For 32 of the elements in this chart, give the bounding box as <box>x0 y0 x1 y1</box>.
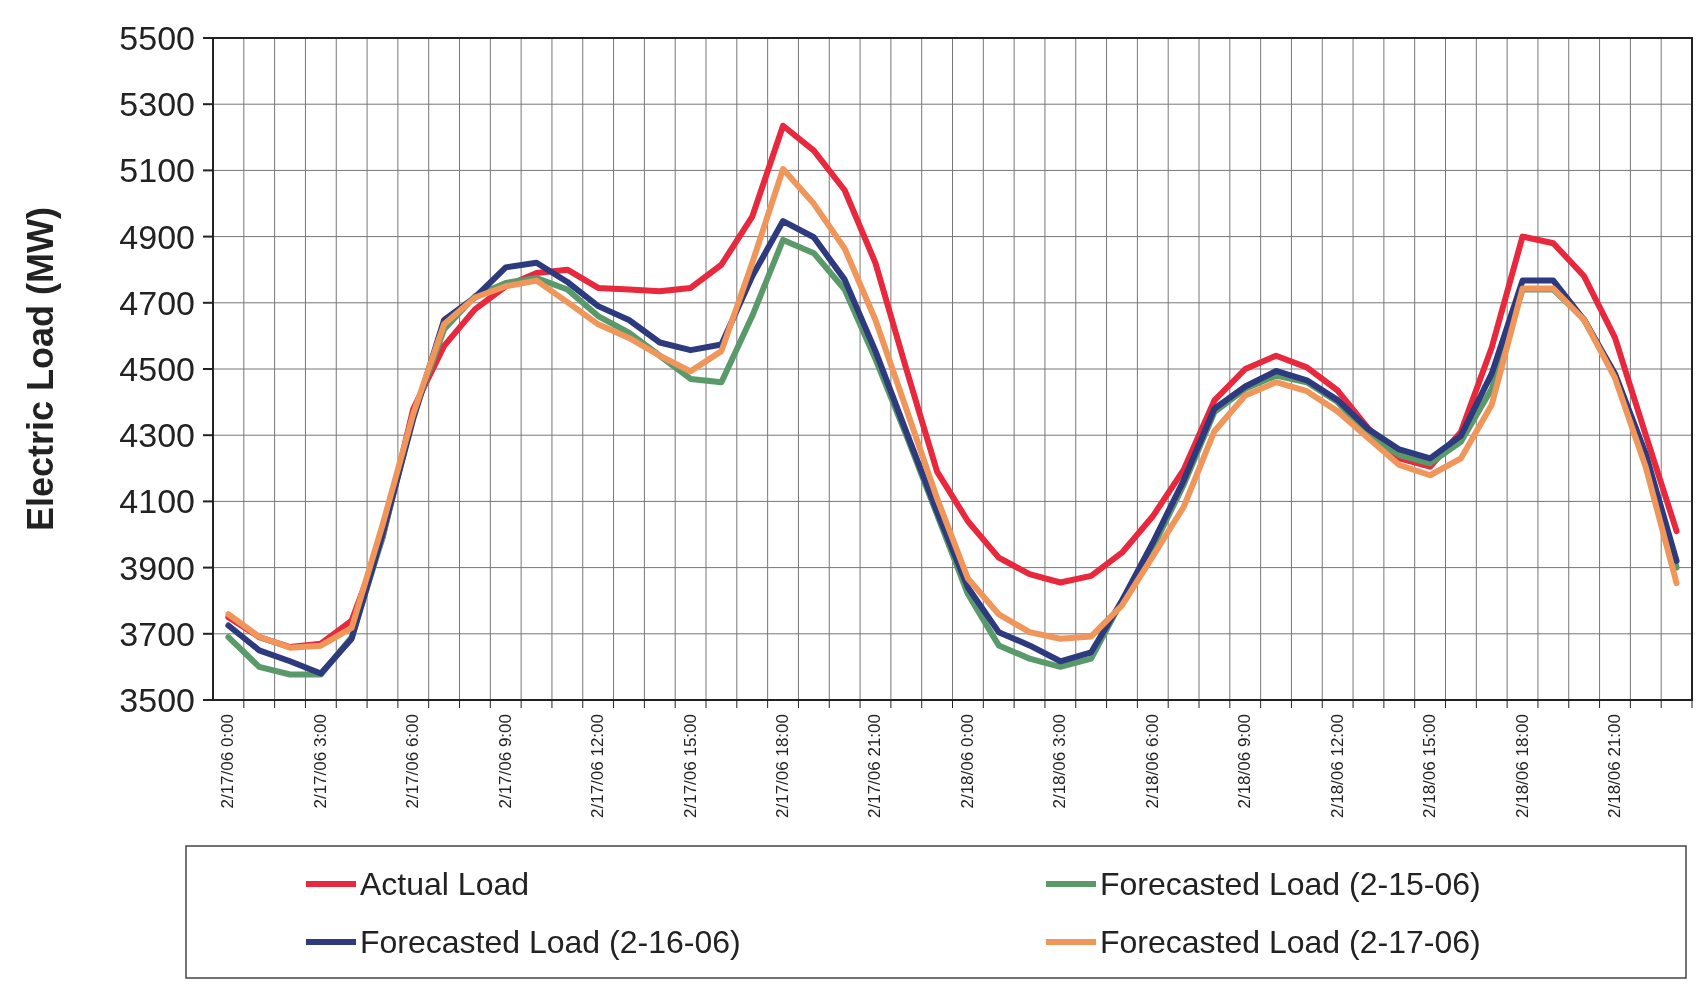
x-tick-label: 2/18/06 18:00 <box>1512 714 1532 818</box>
y-tick-label: 5500 <box>119 18 195 57</box>
x-tick-label: 2/18/06 9:00 <box>1235 714 1255 809</box>
y-axis-title: Electric Load (MW) <box>20 206 61 532</box>
y-tick-label: 5100 <box>119 151 195 190</box>
x-tick-label: 2/18/06 0:00 <box>957 714 977 809</box>
y-tick-label: 3700 <box>119 614 195 653</box>
x-tick-label: 2/17/06 12:00 <box>588 714 608 818</box>
legend-label: Forecasted Load (2-17-06) <box>1100 924 1481 961</box>
x-tick-label: 2/17/06 18:00 <box>773 714 793 818</box>
x-tick-label: 2/18/06 6:00 <box>1142 714 1162 809</box>
x-tick-label: 2/18/06 21:00 <box>1604 714 1624 818</box>
legend-label: Forecasted Load (2-15-06) <box>1100 866 1481 903</box>
y-tick-label: 3500 <box>119 680 195 719</box>
x-tick-label: 2/18/06 3:00 <box>1050 714 1070 809</box>
y-tick-label: 4900 <box>119 217 195 256</box>
legend-label: Forecasted Load (2-16-06) <box>360 924 741 961</box>
x-tick-label: 2/17/06 21:00 <box>865 714 885 818</box>
y-tick-label: 3900 <box>119 548 195 587</box>
y-tick-label: 4100 <box>119 482 195 521</box>
y-tick-label: 4700 <box>119 283 195 322</box>
x-tick-label: 2/17/06 3:00 <box>310 714 330 809</box>
x-tick-label: 2/17/06 9:00 <box>495 714 515 809</box>
x-tick-label: 2/18/06 12:00 <box>1327 714 1347 818</box>
x-tick-label: 2/17/06 0:00 <box>218 714 238 809</box>
x-tick-label: 2/18/06 15:00 <box>1420 714 1440 818</box>
y-tick-label: 4300 <box>119 416 195 455</box>
y-tick-label: 4500 <box>119 349 195 388</box>
x-tick-label: 2/17/06 15:00 <box>680 714 700 818</box>
x-tick-label: 2/17/06 6:00 <box>403 714 423 809</box>
legend-label: Actual Load <box>360 866 530 903</box>
y-tick-label: 5300 <box>119 85 195 124</box>
